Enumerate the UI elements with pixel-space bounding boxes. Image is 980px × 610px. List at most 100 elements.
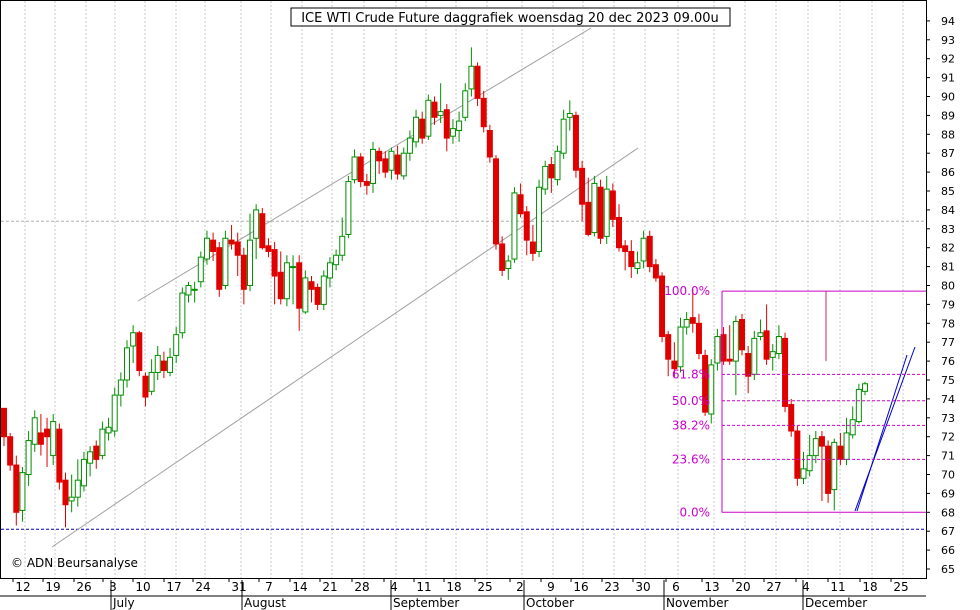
candle (732, 315, 739, 396)
candle-body (560, 118, 567, 154)
candle (536, 179, 543, 258)
candle (185, 281, 192, 303)
candle-body (136, 332, 143, 372)
y-tick-label: 77 (941, 336, 955, 349)
y-tick-label: 85 (941, 185, 955, 198)
fib-label: 0.0% (680, 505, 711, 519)
candle-body (271, 249, 278, 277)
candle (136, 330, 143, 377)
x-day-label: 18 (862, 580, 877, 594)
candle (757, 319, 764, 341)
candle-body (794, 430, 801, 479)
candle-body (431, 101, 438, 118)
candle-body (339, 235, 346, 256)
candle-body (62, 479, 69, 506)
candle (862, 381, 868, 396)
candle (431, 96, 438, 125)
candle-body (179, 292, 186, 334)
candle-body (622, 245, 629, 252)
candle (769, 344, 776, 371)
candle (720, 327, 727, 365)
candle (437, 83, 444, 123)
fib-label: 100.0% (664, 284, 710, 298)
x-day-label: 4 (802, 580, 810, 594)
candle-body (363, 181, 370, 186)
x-day-label: 11 (830, 580, 845, 594)
candle-body (677, 326, 684, 368)
y-tick-label: 82 (941, 242, 955, 255)
candle-body (849, 419, 856, 436)
candle (142, 372, 149, 407)
candle-body (837, 445, 844, 460)
candle (542, 160, 549, 195)
fib-label: 38.2% (672, 418, 710, 432)
candle-body (154, 354, 161, 373)
candle-body (283, 262, 290, 300)
candle (560, 109, 567, 159)
candle-body (702, 354, 709, 413)
y-tick-label: 70 (941, 469, 955, 482)
candle (480, 90, 487, 133)
candle-body (357, 156, 364, 183)
candle-body (659, 275, 666, 338)
candle (111, 387, 118, 437)
candle (751, 330, 758, 380)
candle-body (345, 181, 352, 235)
candle (363, 173, 370, 195)
candle-body (326, 262, 333, 279)
candle-body (739, 319, 745, 351)
x-month-label: November (666, 596, 728, 610)
candle (763, 304, 770, 365)
y-tick-label: 65 (941, 563, 955, 576)
candle (708, 359, 715, 424)
candle-body (302, 277, 309, 313)
candle (818, 431, 825, 501)
x-day-label: 28 (354, 580, 369, 594)
y-tick-label: 91 (941, 72, 955, 85)
candle (357, 153, 364, 188)
candle-body (93, 445, 100, 460)
candle (376, 147, 383, 174)
candle-body (333, 254, 340, 266)
candle (831, 438, 838, 511)
candle-body (449, 128, 456, 137)
candle (191, 281, 198, 303)
candle (782, 332, 789, 413)
candle-body (382, 158, 389, 173)
x-day-label: 24 (195, 580, 210, 594)
candle (474, 62, 481, 106)
candle-body (247, 239, 253, 286)
candle-body (425, 99, 432, 137)
candle-body (19, 472, 26, 511)
x-day-label: 10 (135, 580, 150, 594)
grid (24, 1, 904, 578)
candle-body (529, 241, 536, 254)
candle (622, 240, 629, 271)
x-day-label: 4 (390, 580, 398, 594)
candle (154, 345, 161, 380)
candle (800, 451, 807, 484)
candle (351, 149, 358, 184)
y-tick-label: 67 (941, 525, 955, 538)
candle-body (695, 322, 702, 355)
candle-body (37, 432, 44, 445)
candle-body (745, 353, 752, 377)
candle-body (671, 360, 678, 370)
candle (825, 440, 832, 503)
candle-body (579, 167, 586, 205)
candle-body (234, 241, 241, 256)
y-tick-label: 66 (941, 544, 955, 557)
candle (277, 251, 284, 305)
candle-body (505, 260, 512, 269)
y-tick-label: 71 (941, 450, 955, 463)
candle-body (290, 266, 297, 269)
candle-body (456, 120, 463, 132)
candle-body (843, 432, 850, 460)
candle-body (775, 336, 782, 355)
candle (210, 232, 217, 261)
candle-body (50, 421, 57, 457)
candle (160, 351, 167, 379)
candle (665, 330, 672, 377)
candle (413, 109, 420, 148)
y-tick-label: 90 (941, 91, 955, 104)
